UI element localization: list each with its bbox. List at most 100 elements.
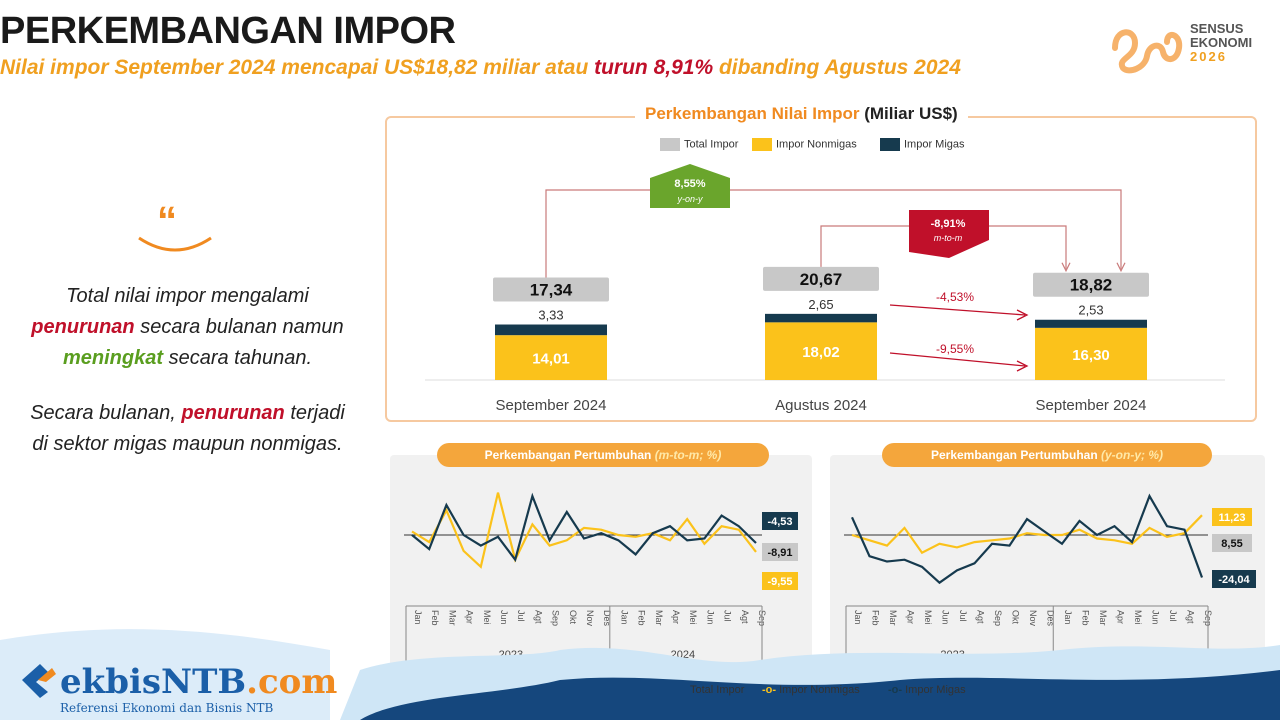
yoy-growth-line-chart: Jan Feb Mar Apr Mei Jun Jul Agt Sep Okt Nov Des Jan F… xyxy=(844,493,1256,662)
import-value-bar-chart: 14,01 3,33 17,34 September 2024 18,02 2,65 20,… xyxy=(425,164,1225,414)
end-label: -24,04 xyxy=(1218,574,1250,586)
x-tick-label: Okt xyxy=(1011,610,1021,625)
nonmigas-change-label: -9,55% xyxy=(936,342,974,356)
mtm-chart-title-unit: (m-to-m; %) xyxy=(654,448,722,462)
bar-nonmigas-label: 18,02 xyxy=(802,344,840,361)
yoy-chart-panel xyxy=(830,455,1265,670)
logo-line2: EKONOMI xyxy=(1190,35,1253,50)
subtitle-pre: Nilai impor September 2024 mencapai US$1… xyxy=(0,56,595,79)
watermark-brand: ekbisNTB.com xyxy=(60,662,337,702)
left-p2-pre: Secara bulanan, xyxy=(30,402,182,424)
legend-migas-label: Impor Migas xyxy=(904,138,965,151)
bar-migas xyxy=(495,324,607,336)
yoy-value: 8,55% xyxy=(674,178,705,190)
footer-wave xyxy=(0,629,1280,720)
page-title: PERKEMBANGAN IMPOR xyxy=(0,10,456,52)
bar-migas xyxy=(1035,319,1147,328)
migas-change-arrow xyxy=(889,304,1026,316)
legend-nonmigas-swatch xyxy=(752,138,772,151)
x-tick-label: Apr xyxy=(671,610,681,624)
left-p1-line1: Total nilai impor mengalami xyxy=(66,285,309,307)
legend-nonmigas: Impor Nonmigas xyxy=(752,138,857,151)
x-tick-label: Sep xyxy=(993,610,1003,626)
bar-nonmigas xyxy=(765,322,877,380)
x-tick-label: Jan xyxy=(853,610,863,625)
mtm-chart-title: Perkembangan Pertumbuhan (m-to-m; %) xyxy=(437,443,769,467)
legend-migas: Impor Migas xyxy=(880,138,965,151)
left-p2-line1: Secara bulanan, penurunan terjadi xyxy=(0,398,375,429)
watermark-brand-name: ekbisNTB xyxy=(60,662,247,702)
end-label-box xyxy=(762,512,798,530)
bar-nonmigas-label: 14,01 xyxy=(532,351,570,368)
legend-total-label: Total Impor xyxy=(684,138,739,151)
x-tick-label: Jun xyxy=(1151,610,1161,625)
x-tick-label: Jun xyxy=(499,610,509,625)
x-tick-label: Mei xyxy=(1133,610,1143,625)
bottom-legend-migas: -o- Impor Migas xyxy=(888,684,966,696)
watermark-tld: .com xyxy=(246,662,338,702)
left-p1-line3: meningkat secara tahunan. xyxy=(0,343,375,374)
left-p2-red: penurunan xyxy=(181,402,285,424)
x-tick-label: Mar xyxy=(888,610,898,626)
bar-migas-label: 2,65 xyxy=(808,297,833,312)
x-tick-label: Des xyxy=(602,610,612,627)
x-tick-label: Jul xyxy=(516,610,526,622)
nonmigas-change-arrow xyxy=(889,352,1026,367)
x-tick-label: Agustus 2024 xyxy=(775,397,867,414)
x-tick-label: Agt xyxy=(533,610,543,624)
yoy-arrowhead xyxy=(1116,262,1126,273)
x-tick-label: Mei xyxy=(688,610,698,625)
x-tick-label: Sep xyxy=(551,610,561,626)
quote-icon: “ xyxy=(138,200,212,252)
bar-migas xyxy=(765,313,877,323)
x-tick-label: Mar xyxy=(1098,610,1108,626)
legend-total: Total Impor xyxy=(660,138,738,151)
x-tick-label: Jun xyxy=(705,610,715,625)
left-paragraph-2: Secara bulanan, penurunan terjadi di sek… xyxy=(0,398,375,460)
x-tick-label: Mar xyxy=(447,610,457,626)
x-tick-label: Agt xyxy=(976,610,986,624)
main-chart-title: Perkembangan Nilai Impor (Miliar US$) xyxy=(635,104,968,124)
yoy-label: y-on-y xyxy=(676,194,703,204)
left-p1-rest2: secara tahunan. xyxy=(163,347,313,369)
total-label: 18,82 xyxy=(1070,276,1113,295)
end-label: -8,91 xyxy=(767,547,792,559)
end-label-box xyxy=(1212,570,1256,588)
bar-nonmigas xyxy=(495,335,607,380)
x-tick-label: Mei xyxy=(923,610,933,625)
legend-migas-swatch xyxy=(880,138,900,151)
bottom-legend-total: Total Impor xyxy=(690,684,745,696)
end-label-box xyxy=(762,572,798,590)
migas-change-label: -4,53% xyxy=(936,290,974,304)
bottom-legend-nonmigas-marker: -o- xyxy=(762,684,777,696)
bottom-legend-migas-label: Impor Migas xyxy=(905,684,966,696)
svg-text:“: “ xyxy=(157,200,177,243)
sensus-ekonomi-logo-icon xyxy=(1112,29,1183,74)
mtm-chart-panel xyxy=(390,455,812,670)
mtm-arrowhead xyxy=(1061,262,1071,273)
yoy-chart-title: Perkembangan Pertumbuhan (y-on-y; %) xyxy=(882,443,1212,467)
yoy-chart-title-unit: (y-on-y; %) xyxy=(1101,448,1164,462)
subtitle-post: dibanding Agustus 2024 xyxy=(713,56,961,79)
series-line-nonmigas xyxy=(411,492,757,569)
page-subtitle: Nilai impor September 2024 mencapai US$1… xyxy=(0,56,961,80)
x-tick-label: Apr xyxy=(906,610,916,624)
mtm-chart-title-text: Perkembangan Pertumbuhan xyxy=(484,448,655,462)
x-tick-label: Nov xyxy=(585,610,595,627)
total-box xyxy=(1033,272,1149,297)
total-box xyxy=(763,266,879,291)
bottom-legend-nonmigas-label: Impor Nonmigas xyxy=(779,684,860,696)
main-chart-title-text: Perkembangan Nilai Impor xyxy=(645,104,860,123)
x-tick-label: Jul xyxy=(1168,610,1178,622)
subtitle-highlight: turun 8,91% xyxy=(594,56,714,79)
bottom-legend-nonmigas: -o- Impor Nonmigas xyxy=(762,684,860,696)
bottom-legend-migas-marker: -o- xyxy=(888,684,903,696)
bar-migas-label: 2,53 xyxy=(1078,303,1103,318)
x-tick-label: Mar xyxy=(654,610,664,626)
main-chart-title-unit: (Miliar US$) xyxy=(864,104,958,123)
yoy-connector xyxy=(545,189,1122,278)
left-p1-rest: secara bulanan namun xyxy=(134,316,344,338)
x-tick-label: Feb xyxy=(637,610,647,626)
x-tick-label: Apr xyxy=(1116,610,1126,624)
x-tick-label: Agt xyxy=(740,610,750,624)
